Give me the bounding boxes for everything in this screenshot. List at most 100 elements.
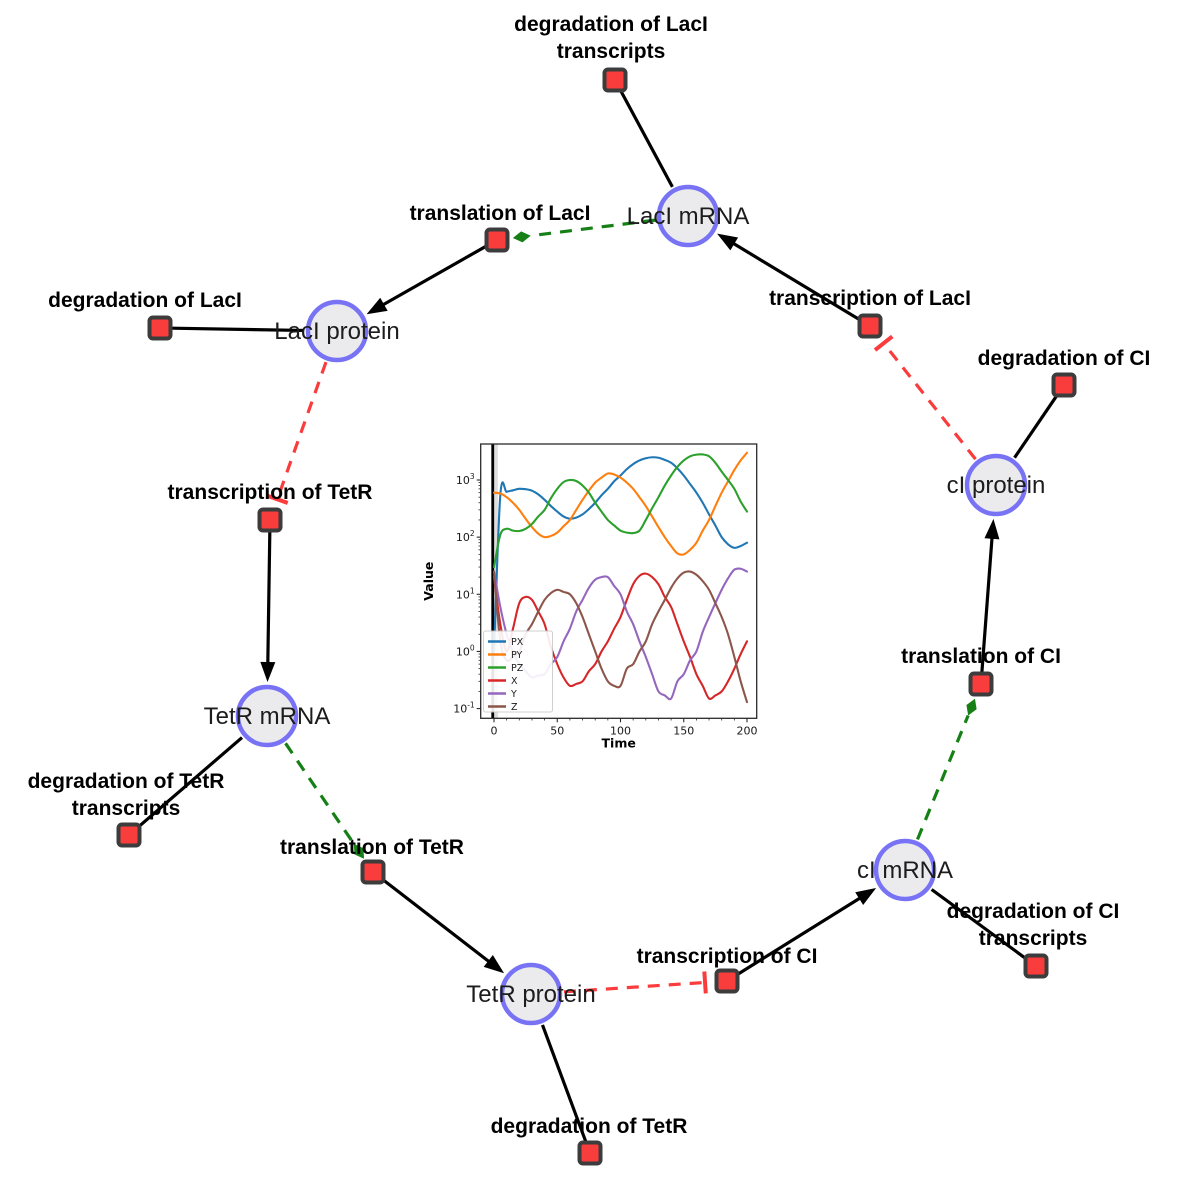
reaction-label-translation-of-tetR-line0: translation of TetR — [280, 836, 464, 859]
species-node-lacI-protein[interactable] — [305, 299, 369, 363]
reaction-label-transcription-of-tetR-line0: transcription of TetR — [168, 481, 373, 504]
edge-lacI-mrna-translation-of-lacI — [512, 218, 656, 243]
edge-translation-of-tetR-tetR-protein — [381, 878, 505, 974]
y-tick-label-10e3: 103 — [456, 472, 475, 487]
reaction-node-transcription-of-tetR[interactable] — [257, 507, 283, 533]
species-node-tetR-mrna[interactable] — [235, 684, 299, 748]
edges-layer — [137, 89, 1059, 1143]
edge-line — [930, 888, 1028, 961]
y-tick-label-10e2: 102 — [456, 529, 475, 544]
reaction-label-degradation-of-tetR-transcripts-line1: transcripts — [72, 797, 181, 820]
species-node-lacI-mrna[interactable] — [656, 184, 720, 248]
reaction-node-degradation-of-cI[interactable] — [1051, 372, 1077, 398]
x-tick-label-150: 150 — [673, 724, 694, 737]
reaction-label-degradation-of-cI-transcripts-line0: degradation of CI — [947, 900, 1120, 923]
edge-line — [275, 361, 328, 500]
labels-layer: degradation of LacI transcripts translatio… — [28, 13, 1151, 1138]
x-tick-label-50: 50 — [550, 724, 564, 737]
legend-box — [483, 630, 553, 713]
reaction-label-transcription-of-cI-line0: transcription of CI — [637, 945, 818, 968]
edge-tetR-mrna-degradation-of-tetR-transcripts — [137, 736, 244, 829]
diamond-arrowhead-icon — [966, 698, 977, 716]
edge-line — [284, 742, 356, 845]
x-tick-label-200: 200 — [737, 724, 758, 737]
reaction-node-degradation-of-cI-transcripts[interactable] — [1023, 953, 1049, 979]
species-label-tetR-protein: TetR protein — [466, 981, 595, 1008]
y-axis-label: Value — [421, 562, 436, 601]
chart-axes — [480, 443, 758, 719]
edge-line — [916, 714, 970, 841]
edge-transcription-of-tetR-tetR-mrna — [260, 531, 276, 683]
edge-lacI-mrna-degradation-of-lacI-transcripts — [619, 89, 674, 188]
arrowhead-icon — [717, 233, 739, 251]
edge-line — [736, 895, 863, 977]
reaction-node-degradation-of-tetR-transcripts[interactable] — [116, 822, 142, 848]
species-label-tetR-mrna: TetR mRNA — [204, 703, 331, 730]
series-X-line — [492, 572, 749, 700]
reaction-label-degradation-of-cI-transcripts-line1: transcripts — [979, 927, 1088, 950]
edge-line — [1013, 394, 1059, 459]
edge-translation-of-cI-cI-protein — [980, 518, 1000, 673]
reaction-label-translation-of-cI-line0: translation of CI — [901, 645, 1061, 668]
edge-transcription-of-cI-cI-mrna — [736, 887, 877, 977]
arrowhead-icon — [483, 955, 505, 974]
reaction-node-translation-of-cI[interactable] — [968, 671, 994, 697]
edge-transcription-of-lacI-lacI-mrna — [717, 233, 861, 322]
arrowhead-icon — [855, 887, 877, 905]
arrowhead-icon — [984, 518, 1000, 540]
edge-cI-mrna-translation-of-cI — [916, 698, 977, 841]
legend-label-PX: PX — [511, 637, 524, 648]
reaction-node-degradation-of-lacI[interactable] — [147, 315, 173, 341]
species-node-cI-mrna[interactable] — [873, 838, 937, 902]
arrowhead-icon — [260, 661, 276, 683]
reaction-node-transcription-of-lacI[interactable] — [857, 313, 883, 339]
edge-translation-of-lacI-lacI-protein — [366, 244, 488, 315]
reaction-node-translation-of-lacI[interactable] — [484, 227, 510, 253]
reaction-label-translation-of-lacI-line0: translation of LacI — [410, 202, 591, 225]
x-tick-label-100: 100 — [610, 724, 631, 737]
reaction-label-transcription-of-lacI-line0: transcription of LacI — [769, 287, 971, 310]
edge-line — [266, 531, 272, 666]
species-label-cI-mrna: cI mRNA — [857, 857, 953, 884]
time-series-chart: 0 50 100 150 20010-1100101102103TimeValuePXP… — [421, 443, 758, 750]
reaction-node-degradation-of-lacI-transcripts[interactable] — [602, 67, 628, 93]
species-label-cI-protein: cI protein — [947, 472, 1046, 499]
y-tick-label-10e-1: 10-1 — [453, 701, 475, 716]
reaction-node-degradation-of-tetR[interactable] — [577, 1140, 603, 1166]
edge-cI-protein-degradation-of-cI — [1013, 394, 1059, 459]
diamond-arrowhead-icon — [353, 843, 365, 859]
legend-label-PY: PY — [511, 650, 523, 661]
edge-line — [563, 980, 706, 994]
x-axis-label: Time — [602, 735, 636, 750]
reaction-label-degradation-of-lacI-transcripts-line1: transcripts — [557, 40, 666, 63]
tbar-inhibition-icon — [266, 493, 289, 505]
species-label-lacI-mrna: LacI mRNA — [627, 203, 750, 230]
edge-line — [730, 241, 861, 322]
legend-label-Y: Y — [510, 689, 517, 700]
x-tick-label-0: 0 — [491, 724, 498, 737]
reaction-node-translation-of-tetR[interactable] — [360, 859, 386, 885]
edge-line — [171, 326, 305, 333]
legend-label-X: X — [511, 676, 518, 687]
edge-tetR-protein-transcription-of-cI — [563, 971, 708, 994]
reaction-label-degradation-of-lacI-line0: degradation of LacI — [48, 289, 242, 312]
species-label-lacI-protein: LacI protein — [274, 318, 399, 345]
edge-cI-mrna-degradation-of-cI-transcripts — [930, 888, 1028, 961]
species-node-cI-protein[interactable] — [964, 453, 1028, 517]
chart-legend: PX PY PZ XYZ — [483, 630, 553, 713]
edge-line — [380, 244, 488, 308]
legend-label-Z: Z — [511, 702, 518, 713]
edge-line — [381, 878, 492, 965]
reaction-node-transcription-of-cI[interactable] — [714, 968, 740, 994]
species-node-tetR-protein[interactable] — [499, 962, 563, 1026]
edge-line — [619, 89, 674, 188]
series-PY-line — [492, 451, 749, 556]
nodes-layer — [116, 67, 1077, 1166]
edge-lacI-protein-degradation-of-lacI — [171, 326, 305, 333]
edge-line — [540, 1024, 588, 1143]
diamond-arrowhead-icon — [512, 231, 531, 243]
edge-line — [137, 736, 244, 829]
tbar-inhibition-icon — [873, 334, 894, 352]
